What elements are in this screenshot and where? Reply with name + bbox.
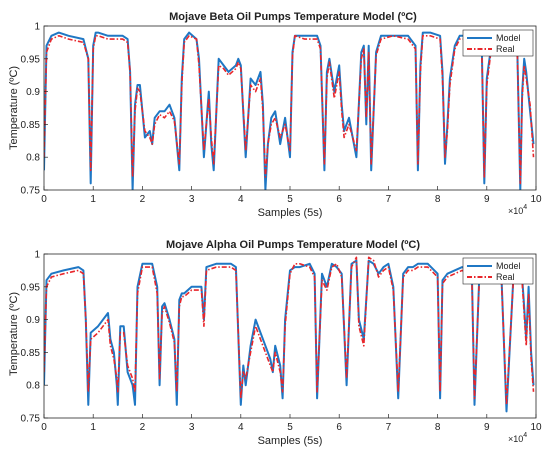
x-tick-label: 7 — [386, 422, 392, 433]
legend-box — [462, 257, 534, 285]
y-tick-label: 0.95 — [21, 54, 41, 65]
x-tick-label: 4 — [238, 422, 244, 433]
x-tick-label: 0 — [41, 422, 47, 433]
x-tick-label: 1 — [90, 194, 96, 205]
x-tick-label: 8 — [435, 422, 441, 433]
chart-panel-alpha: Mojave Alpha Oil Pumps Temperature Model… — [8, 239, 542, 447]
legend-box — [462, 29, 534, 57]
chart-title: Mojave Alpha Oil Pumps Temperature Model… — [166, 239, 420, 251]
x-exponent-power: 4 — [523, 204, 527, 211]
x-tick-label: 8 — [435, 194, 441, 205]
x-exponent-power: 4 — [523, 432, 527, 439]
x-exponent-base: ×10 — [508, 434, 523, 444]
x-tick-label: 6 — [336, 422, 342, 433]
y-ticks: 0.75 0.8 0.85 0.9 0.95 1 — [21, 250, 48, 425]
series-line-real — [44, 256, 535, 406]
y-tick-label: 0.9 — [26, 315, 40, 326]
x-tick-label: 5 — [287, 194, 293, 205]
x-tick-label: 2 — [140, 194, 146, 205]
legend-real-label: Real — [496, 44, 515, 54]
plot-area — [44, 256, 535, 413]
x-axis-label: Samples (5s) — [258, 207, 323, 219]
y-ticks: 0.75 0.8 0.85 0.9 0.95 1 — [21, 22, 48, 197]
x-tick-label: 7 — [386, 194, 392, 205]
y-tick-label: 0.75 — [21, 186, 41, 197]
x-ticks: 0 1 2 3 4 5 6 7 8 9 10 — [41, 186, 542, 205]
chart-panel-beta: Mojave Beta Oil Pumps Temperature Model … — [8, 11, 542, 219]
x-tick-label: 10 — [530, 194, 542, 205]
x-tick-label: 9 — [484, 194, 490, 205]
x-tick-label: 4 — [238, 194, 244, 205]
legend-model-label: Model — [496, 261, 521, 271]
y-tick-label: 0.95 — [21, 282, 41, 293]
y-tick-label: 0.75 — [21, 414, 41, 425]
x-exponent-label: ×104 — [508, 432, 527, 444]
plot-area — [44, 31, 535, 190]
legend-model-label: Model — [496, 33, 521, 43]
x-tick-label: 0 — [41, 194, 47, 205]
x-ticks: 0 1 2 3 4 5 6 7 8 9 10 — [41, 414, 542, 433]
x-tick-label: 9 — [484, 422, 490, 433]
y-tick-label: 0.85 — [21, 348, 41, 359]
y-tick-label: 1 — [34, 250, 40, 261]
legend: Model Real — [462, 257, 534, 285]
legend-real-label: Real — [496, 272, 515, 282]
series-line-model — [44, 259, 535, 413]
y-tick-label: 0.85 — [21, 120, 41, 131]
x-tick-label: 10 — [530, 422, 542, 433]
y-tick-label: 0.9 — [26, 87, 40, 98]
y-tick-label: 1 — [34, 22, 40, 33]
x-tick-label: 3 — [189, 194, 195, 205]
x-axis-label: Samples (5s) — [258, 435, 323, 447]
legend: Model Real — [462, 29, 534, 57]
y-axis-label: Temperature (ºC) — [8, 292, 20, 376]
x-tick-label: 3 — [189, 422, 195, 433]
y-tick-label: 0.8 — [26, 153, 40, 164]
y-tick-label: 0.8 — [26, 381, 40, 392]
x-tick-label: 2 — [140, 422, 146, 433]
x-tick-label: 5 — [287, 422, 293, 433]
y-axis-label: Temperature (ºC) — [8, 66, 20, 150]
x-tick-label: 6 — [336, 194, 342, 205]
x-exponent-label: ×104 — [508, 204, 527, 216]
chart-title: Mojave Beta Oil Pumps Temperature Model … — [169, 11, 417, 23]
x-exponent-base: ×10 — [508, 206, 523, 216]
series-line-real — [44, 34, 535, 185]
x-tick-label: 1 — [90, 422, 96, 433]
